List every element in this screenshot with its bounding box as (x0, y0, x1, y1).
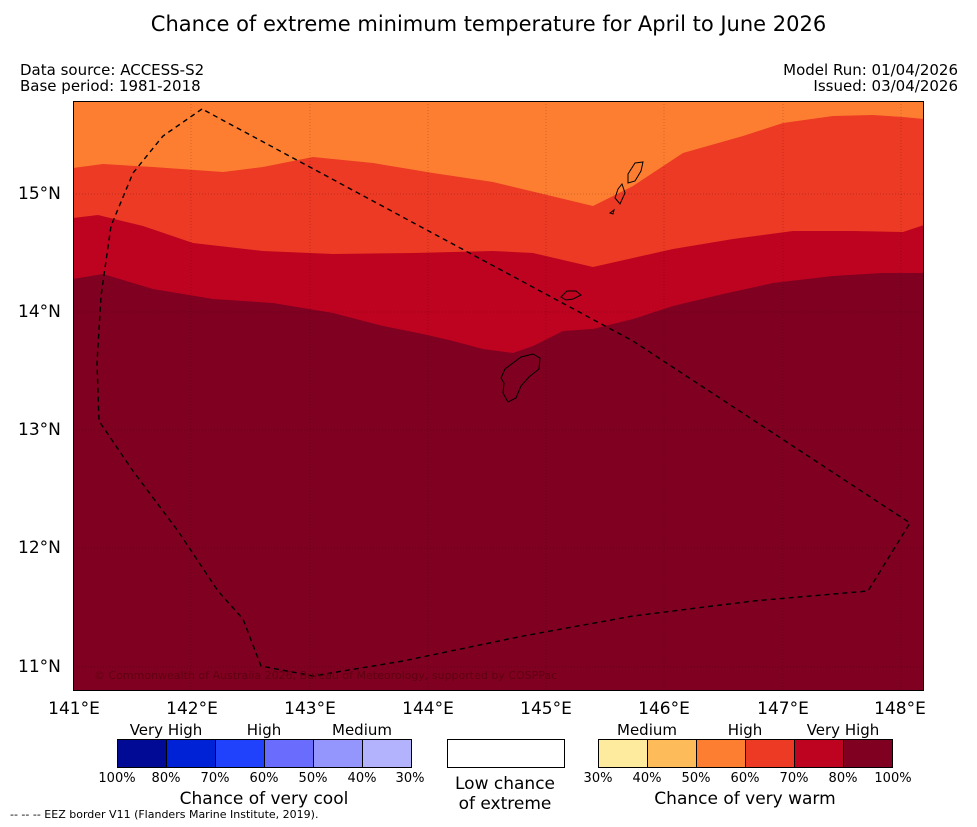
warm-swatch-80-100 (844, 740, 892, 767)
issued-text: Issued: 03/04/2026 (813, 77, 958, 95)
cool-swatch-50-60 (265, 740, 314, 767)
warm-swatch-60-70 (746, 740, 795, 767)
warm-legend-label: Chance of very warm (654, 789, 836, 809)
cool-level-medium: Medium (332, 721, 392, 739)
island-rota (560, 290, 582, 301)
neutral-swatch (447, 739, 565, 768)
band-80-100 (73, 273, 924, 691)
cool-pct-100: 100% (98, 771, 136, 786)
map-title: Chance of extreme minimum temperature fo… (150, 12, 827, 36)
neutral-legend-label: Low chance of extreme (455, 774, 555, 814)
lon-tick-148e: 148°E (874, 699, 926, 719)
warm-swatch-70-80 (795, 740, 844, 767)
lon-tick-142e: 142°E (166, 699, 218, 719)
graticule (73, 101, 924, 691)
warm-level-high: High (727, 721, 763, 739)
lon-tick-145e: 145°E (520, 699, 572, 719)
copyright-text: © Commonwealth of Australia 2026, Bureau… (94, 669, 557, 682)
cool-pct-50: 50% (298, 771, 328, 786)
cool-swatch-40-50 (314, 740, 363, 767)
neutral-label-line2: of extreme (458, 794, 552, 814)
lon-tick-144e: 144°E (402, 699, 454, 719)
cool-pct-40: 40% (347, 771, 377, 786)
warm-pct-50: 50% (681, 771, 711, 786)
cool-swatch-60-70 (216, 740, 265, 767)
metadata-left: Data source: ACCESS-S2 Base period: 1981… (20, 62, 204, 94)
warm-pct-30: 30% (583, 771, 613, 786)
warm-swatch-40-50 (648, 740, 697, 767)
cool-pct-70: 70% (200, 771, 230, 786)
cool-level-high: High (246, 721, 282, 739)
island-saipan (627, 161, 644, 184)
cool-pct-80: 80% (151, 771, 181, 786)
lat-tick-14n: 14°N (18, 302, 61, 322)
cool-swatch-30-40 (363, 740, 411, 767)
base-period-text: Base period: 1981-2018 (20, 77, 201, 95)
warm-level-medium: Medium (617, 721, 677, 739)
island-aguijan (608, 208, 615, 215)
cool-swatch-70-80 (167, 740, 216, 767)
neutral-label-line1: Low chance (455, 774, 555, 794)
warm-colorbar (598, 739, 893, 768)
model-run-text: Model Run: 01/04/2026 (783, 61, 958, 79)
lat-tick-12n: 12°N (18, 538, 61, 558)
map-panel: © Commonwealth of Australia 2026, Bureau… (73, 101, 924, 691)
lon-tick-146e: 146°E (638, 699, 690, 719)
lon-tick-141e: 141°E (48, 699, 100, 719)
warm-pct-70: 70% (779, 771, 809, 786)
map-frame (73, 101, 924, 691)
warm-pct-100: 100% (874, 771, 912, 786)
warm-pct-60: 60% (730, 771, 760, 786)
lon-tick-147e: 147°E (757, 699, 809, 719)
cool-legend-label: Chance of very cool (179, 789, 349, 809)
island-guam (500, 353, 541, 403)
warm-pct-80: 80% (828, 771, 858, 786)
metadata-right: Model Run: 01/04/2026 Issued: 03/04/2026 (783, 62, 958, 94)
lon-tick-143e: 143°E (284, 699, 336, 719)
lat-tick-15n: 15°N (18, 184, 61, 204)
cool-pct-30: 30% (395, 771, 425, 786)
warm-swatch-30-40 (599, 740, 648, 767)
lat-tick-11n: 11°N (18, 657, 61, 677)
cool-colorbar (117, 739, 412, 768)
eez-footnote: -- -- -- EEZ border V11 (Flanders Marine… (10, 808, 319, 821)
warm-level-very-high: Very High (806, 721, 880, 739)
islands (500, 161, 644, 403)
data-source-text: Data source: ACCESS-S2 (20, 61, 205, 79)
lat-tick-13n: 13°N (18, 420, 61, 440)
cool-pct-60: 60% (249, 771, 279, 786)
cool-swatch-80-100 (118, 740, 167, 767)
island-tinian (614, 182, 626, 205)
warm-swatch-50-60 (697, 740, 746, 767)
warm-pct-40: 40% (632, 771, 662, 786)
cool-level-very-high: Very High (129, 721, 203, 739)
